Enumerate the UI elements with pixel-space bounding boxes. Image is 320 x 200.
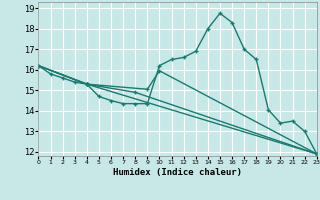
X-axis label: Humidex (Indice chaleur): Humidex (Indice chaleur) (113, 168, 242, 177)
